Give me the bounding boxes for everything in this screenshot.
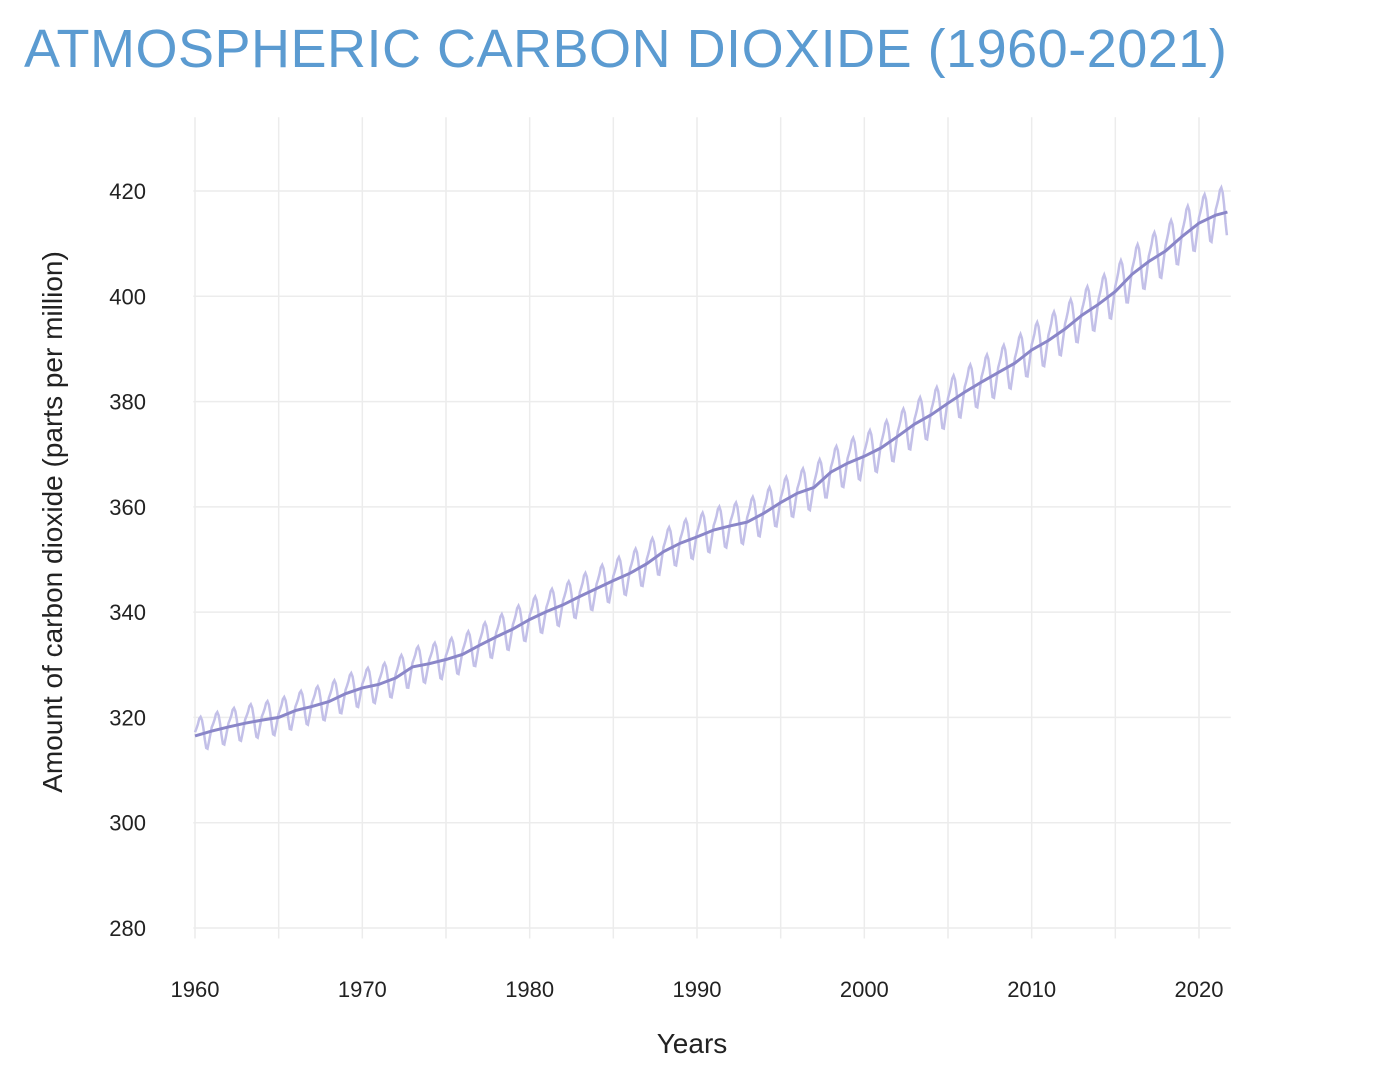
x-tick-label: 1960 [171, 977, 220, 1002]
x-tick-label: 1970 [338, 977, 387, 1002]
y-tick-label: 280 [109, 916, 146, 941]
y-tick-label: 400 [109, 284, 146, 309]
x-tick-label: 1980 [505, 977, 554, 1002]
x-tick-label: 2010 [1007, 977, 1056, 1002]
x-axis-label: Years [657, 1028, 728, 1059]
monthly-co2-line [193, 184, 1229, 751]
y-axis-label: Amount of carbon dioxide (parts per mill… [37, 251, 68, 793]
y-tick-label: 340 [109, 600, 146, 625]
y-tick-label: 360 [109, 495, 146, 520]
y-axis-ticks: 280 300 320 340 360 380 400 420 [109, 179, 146, 941]
y-tick-label: 420 [109, 179, 146, 204]
y-tick-label: 300 [109, 811, 146, 836]
trend-points [195, 212, 1227, 736]
x-tick-label: 2020 [1175, 977, 1224, 1002]
x-axis-ticks: 1960 1970 1980 1990 2000 2010 2020 [171, 977, 1224, 1002]
x-tick-label: 2000 [840, 977, 889, 1002]
chart-title: ATMOSPHERIC CARBON DIOXIDE (1960-2021) [24, 19, 1228, 79]
y-tick-label: 320 [109, 705, 146, 730]
trend-co2-line [194, 210, 1228, 738]
grid [193, 117, 1231, 939]
x-tick-label: 1990 [673, 977, 722, 1002]
y-tick-label: 380 [109, 390, 146, 415]
